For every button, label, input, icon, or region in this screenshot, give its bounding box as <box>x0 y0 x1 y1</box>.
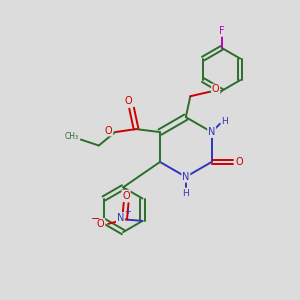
Text: H: H <box>182 189 189 198</box>
Text: O: O <box>105 126 112 136</box>
Text: O: O <box>122 190 130 200</box>
Text: −: − <box>91 214 100 224</box>
Text: O: O <box>212 84 220 94</box>
Text: +: + <box>124 207 131 216</box>
Text: O: O <box>125 96 132 106</box>
Text: O: O <box>97 219 104 229</box>
Text: F: F <box>219 26 224 36</box>
Text: N: N <box>182 172 190 182</box>
Text: CH₃: CH₃ <box>65 132 79 141</box>
Text: H: H <box>221 117 228 126</box>
Text: O: O <box>236 157 243 167</box>
Text: N: N <box>117 213 124 223</box>
Text: N: N <box>208 127 215 137</box>
